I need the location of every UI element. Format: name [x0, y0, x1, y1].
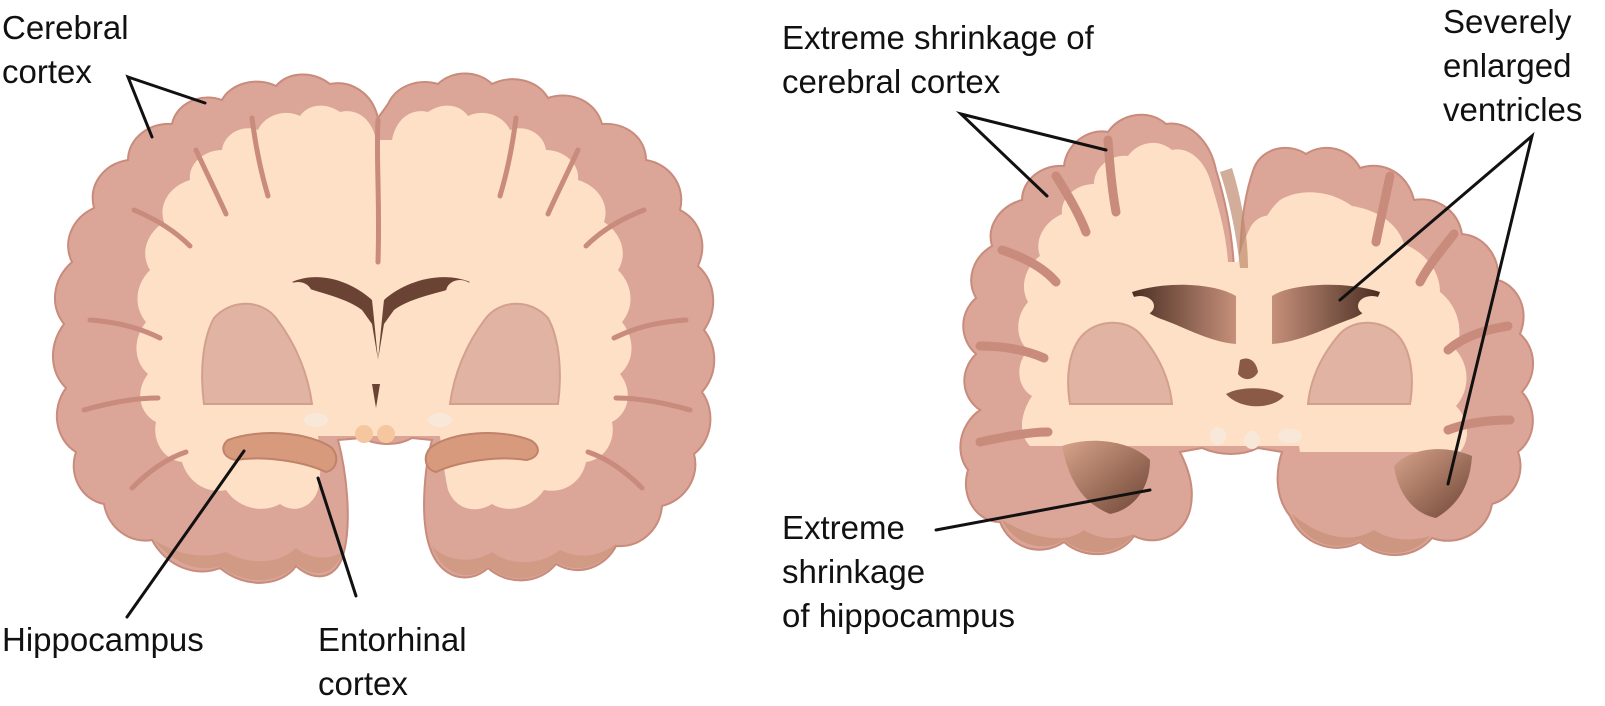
enlarged-left-ventricle — [1132, 284, 1236, 344]
healthy-sulci — [81, 115, 693, 491]
atrophied-left-nucleus — [1067, 321, 1174, 405]
leader-entorhinal — [316, 476, 358, 598]
healthy-hippocampus — [222, 432, 338, 474]
healthy-left-nucleus — [201, 302, 314, 405]
leader-cerebral-cortex — [125, 74, 207, 139]
label-cerebral-cortex: Cerebral cortex — [2, 9, 129, 90]
enlarged-third-ventricle — [1238, 358, 1258, 380]
leader-extreme-shrinkage-cortex — [955, 111, 1108, 198]
leader-shrinkage-hippocampus — [934, 488, 1152, 532]
atrophied-right-nucleus — [1306, 321, 1413, 405]
label-hippocampus: Hippocampus — [2, 621, 204, 658]
healthy-brain — [51, 72, 716, 584]
atrophied-hippocampus-left — [1062, 440, 1150, 514]
label-extreme-shrinkage-hippocampus: Extreme shrinkage of hippocampus — [782, 509, 1015, 634]
healthy-right-nucleus — [448, 302, 561, 405]
healthy-hippocampus-right — [424, 432, 539, 474]
enlarged-right-ventricle — [1272, 284, 1380, 344]
leader-enlarged-ventricles — [1338, 131, 1535, 486]
label-severely-enlarged-ventricles: Severely enlarged ventricles — [1443, 3, 1583, 128]
leader-hippocampus — [125, 449, 246, 619]
label-entorhinal-cortex: Entorhinal cortex — [318, 621, 467, 702]
leader-lines — [125, 74, 1535, 619]
label-extreme-shrinkage-cortex: Extreme shrinkage of cerebral cortex — [782, 19, 1094, 100]
alzheimers-brain — [959, 113, 1535, 556]
atrophied-sulci — [975, 135, 1515, 447]
